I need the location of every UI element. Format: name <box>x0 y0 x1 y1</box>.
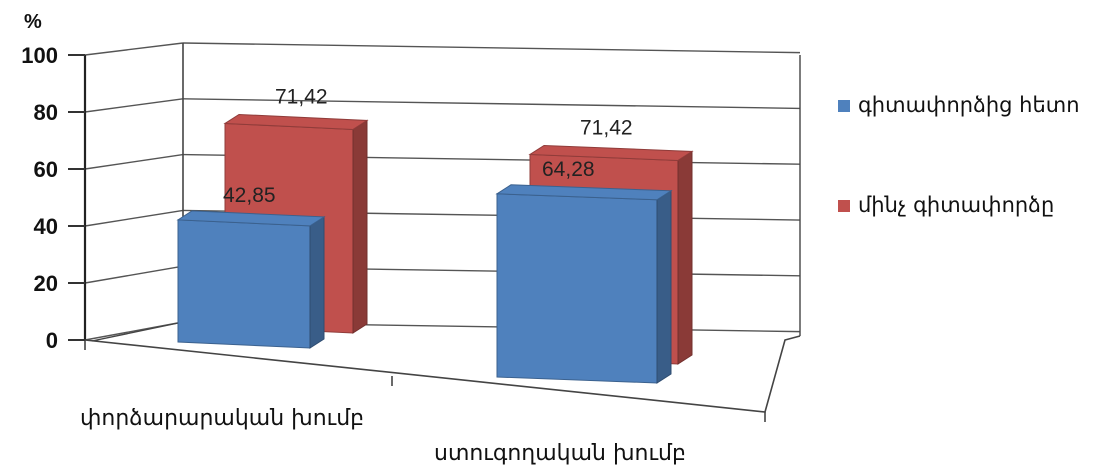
legend-label: գիտափորձից հետո <box>858 93 1080 117</box>
data-label: 64,28 <box>542 158 595 181</box>
category-label: փորձարարական խումբ <box>80 406 364 431</box>
bar-front-face <box>177 219 311 349</box>
data-label: 71,42 <box>580 116 633 139</box>
bar-top-face <box>528 144 694 161</box>
bar-top-face <box>176 210 326 227</box>
legend-label: մինչ գիտափորձը <box>858 193 1054 217</box>
side-gridline <box>84 42 184 56</box>
legend-swatch <box>838 200 850 212</box>
category-label: ստուգողական խումբ <box>434 441 686 466</box>
legend-swatch <box>838 100 850 112</box>
y-tick-label: 80 <box>34 100 58 125</box>
side-gridline <box>84 98 184 113</box>
bar-after-1 <box>176 210 326 349</box>
y-tick-label: 40 <box>34 214 58 239</box>
gridline <box>182 42 801 54</box>
bar-side-face <box>677 150 693 365</box>
side-gridline <box>84 265 184 284</box>
legend-item: մինչ գիտափորձը <box>838 193 1054 217</box>
y-tick-label: 100 <box>21 43 58 68</box>
y-tick-label: 0 <box>46 328 58 353</box>
data-label: 42,85 <box>223 184 276 207</box>
legend-item: գիտափորձից հետո <box>838 93 1080 117</box>
bar-top-face <box>223 113 369 130</box>
legend: գիտափորձից հետո մինչ գիտափորձը <box>838 93 1080 217</box>
y-tick-label: 20 <box>34 271 58 296</box>
side-gridline <box>84 153 184 170</box>
side-gridline <box>84 209 184 227</box>
bar-after-2 <box>495 184 673 384</box>
y-axis-unit: % <box>24 11 42 33</box>
category-labels: փորձարարական խումբ ստուգողական խումբ <box>80 406 686 466</box>
y-tick-label: 60 <box>34 157 58 182</box>
y-axis-ticks: 0 20 40 60 80 100 <box>21 43 85 353</box>
bars <box>176 113 694 384</box>
floor-left-edge <box>91 321 184 342</box>
bar-side-face <box>309 215 325 349</box>
floor-outline <box>84 335 801 413</box>
bar-side-face <box>352 119 368 334</box>
bar-side-face <box>656 189 672 384</box>
bar-top-face <box>495 184 673 201</box>
bar-front-face <box>496 193 658 384</box>
data-labels: 71,42 71,42 42,85 64,28 <box>223 85 633 206</box>
gridline <box>182 98 801 110</box>
data-label: 71,42 <box>275 85 328 108</box>
